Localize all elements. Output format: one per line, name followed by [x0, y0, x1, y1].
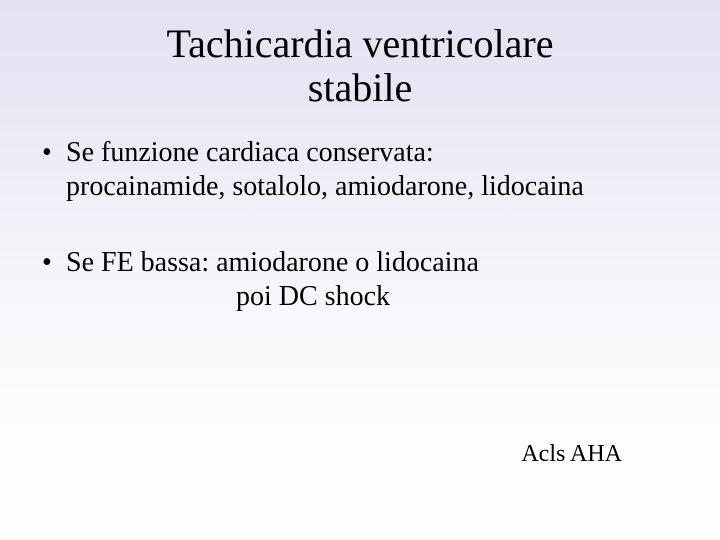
- bullet-text: Se FE bassa: amiodarone o lidocaina poi …: [66, 246, 680, 314]
- bullet-text: Se funzione cardiaca conservata: procain…: [66, 136, 680, 204]
- footer-text: Acls AHA: [521, 441, 622, 468]
- bullet-marker: •: [40, 246, 66, 314]
- bullet-2-line-2: poi DC shock: [66, 280, 680, 314]
- bullet-2-line-1: Se FE bassa: amiodarone o lidocaina: [66, 247, 479, 278]
- slide-title: Tachicardia ventricolare stabile: [0, 0, 720, 110]
- bullet-item: • Se FE bassa: amiodarone o lidocaina po…: [40, 246, 680, 314]
- bullet-1-line-2: procainamide, sotalolo, amiodarone, lido…: [66, 171, 584, 202]
- slide: Tachicardia ventricolare stabile • Se fu…: [0, 0, 720, 540]
- title-line-2: stabile: [308, 65, 412, 110]
- bullet-item: • Se funzione cardiaca conservata: proca…: [40, 136, 680, 204]
- title-line-1: Tachicardia ventricolare: [167, 21, 554, 66]
- bullet-marker: •: [40, 136, 66, 204]
- slide-body: • Se funzione cardiaca conservata: proca…: [0, 110, 720, 315]
- bullet-1-line-1: Se funzione cardiaca conservata:: [66, 137, 434, 168]
